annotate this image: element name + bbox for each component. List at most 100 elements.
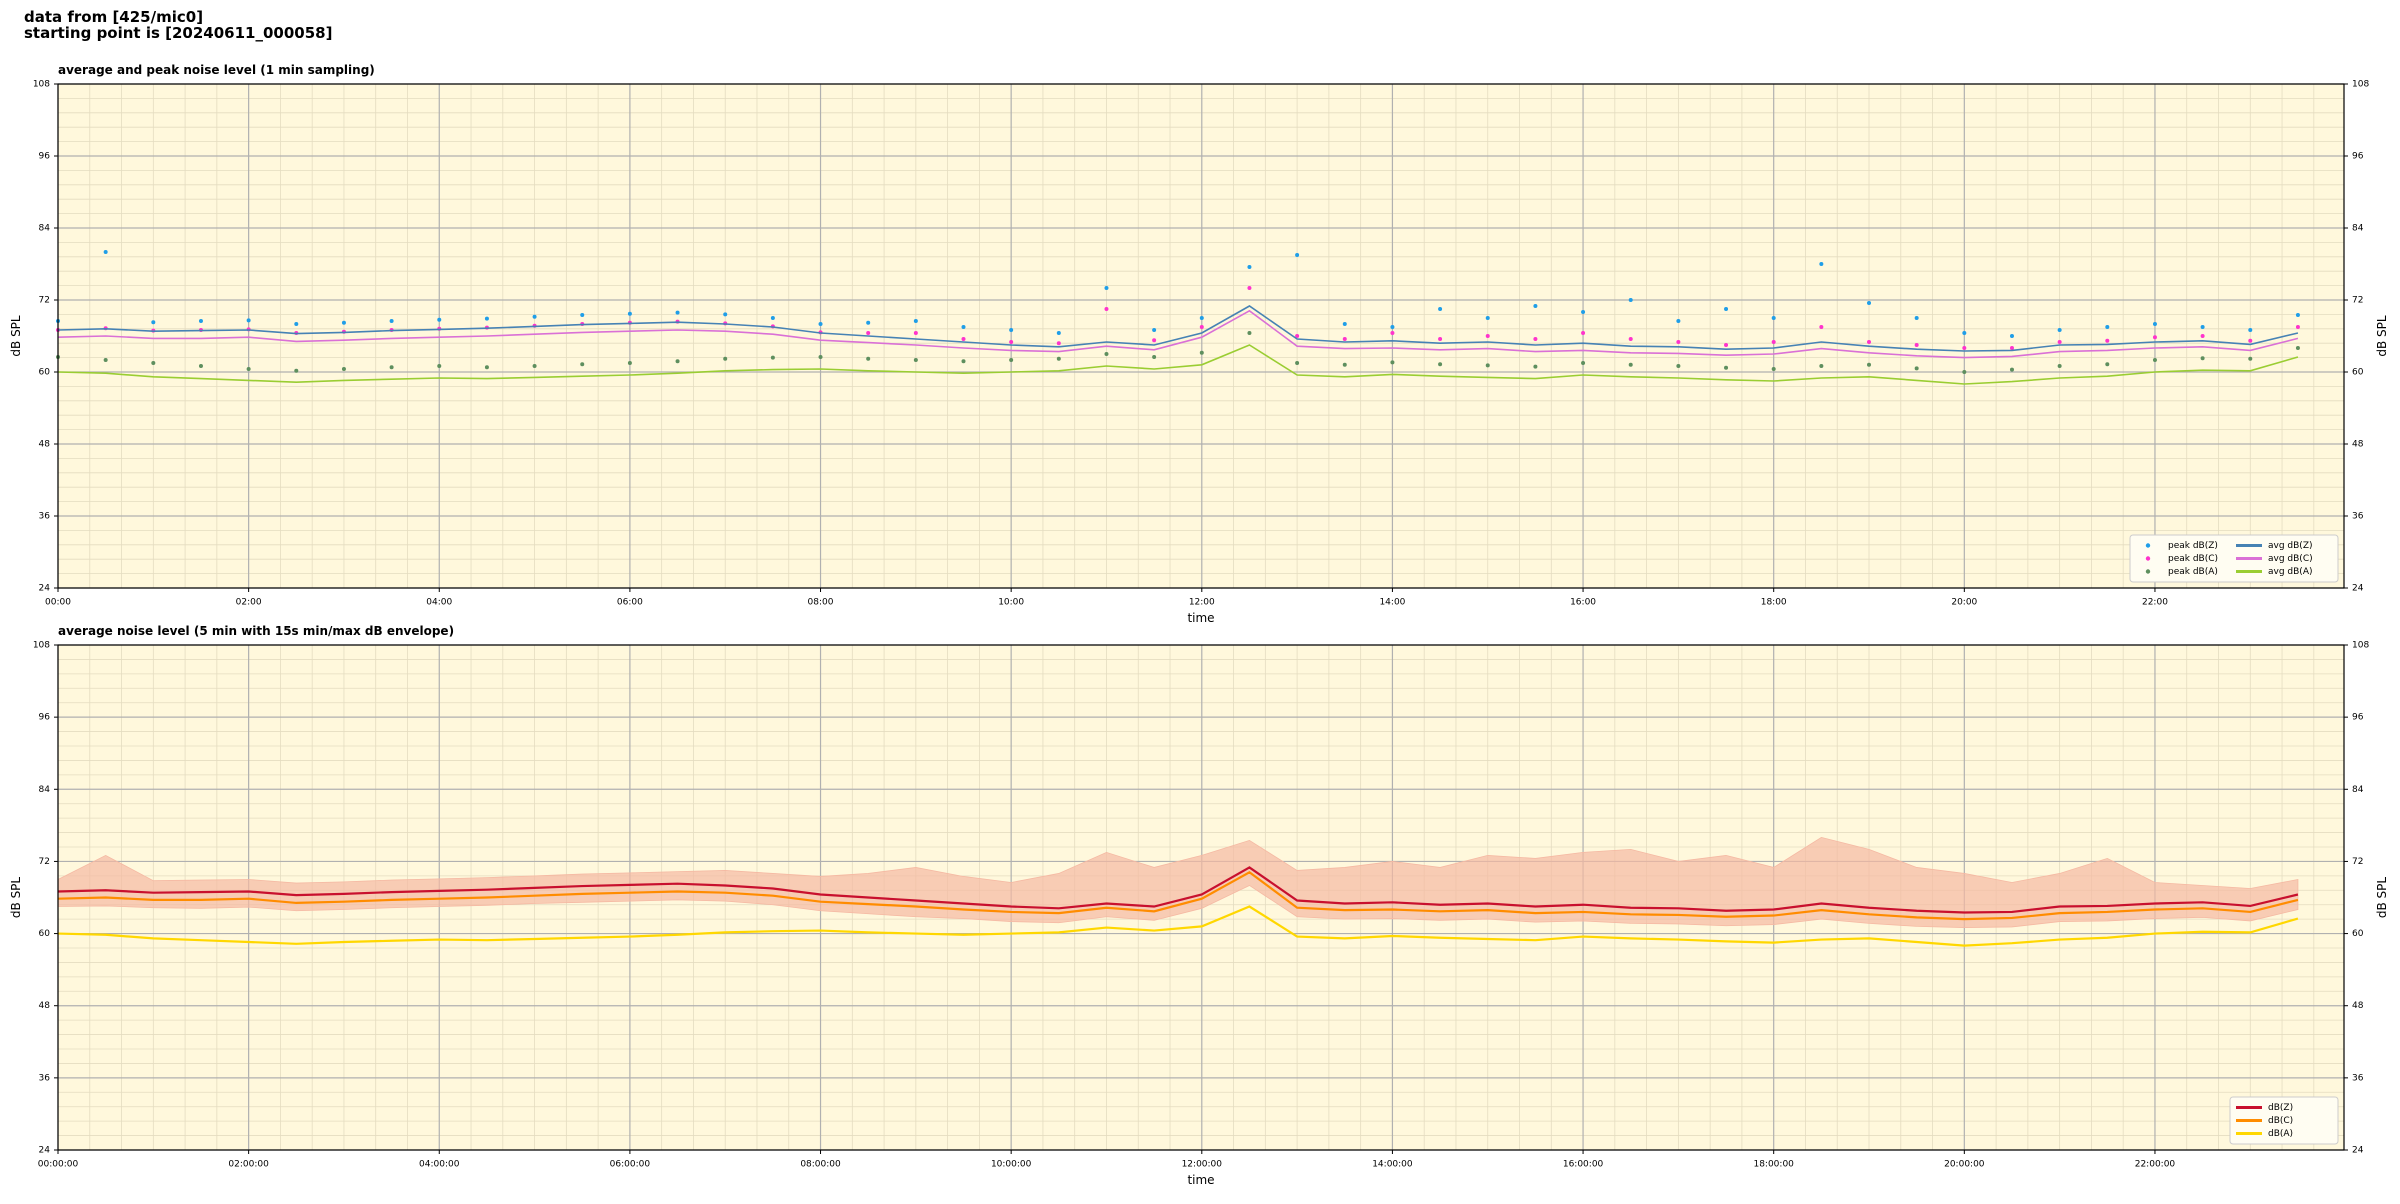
data-point xyxy=(2200,334,2205,338)
data-point xyxy=(1724,343,1729,347)
data-point xyxy=(1581,310,1586,314)
y2-tick-label: 24 xyxy=(2352,584,2364,594)
data-line xyxy=(57,870,2299,921)
legend: peak dB(Z) peak dB(C) peak dB(A) avg dB(Z) a… xyxy=(2129,534,2339,583)
data-point xyxy=(389,319,394,323)
y2-tick-label: 108 xyxy=(2352,641,2369,651)
x-tick-label: 12:00 xyxy=(1189,598,1215,608)
data-point xyxy=(1056,356,1061,361)
data-point xyxy=(1247,286,1252,290)
data-point xyxy=(2105,338,2110,343)
data-point xyxy=(389,365,394,370)
y-tick-label: 72 xyxy=(39,857,50,867)
legend-label: peak dB(C) xyxy=(2168,554,2218,564)
data-point xyxy=(1056,341,1061,346)
data-point xyxy=(1819,262,1824,266)
data-point xyxy=(1295,334,1300,338)
data-point xyxy=(2248,328,2253,332)
plot-frame xyxy=(57,644,2345,1151)
y-tick-label: 24 xyxy=(39,1146,51,1156)
x-tick-label: 10:00 xyxy=(998,598,1024,608)
y2-tick-label: 96 xyxy=(2352,152,2364,162)
legend-marker xyxy=(2145,556,2151,561)
data-point xyxy=(1247,265,1252,269)
data-point xyxy=(2105,362,2110,367)
data-point xyxy=(961,337,966,341)
data-point xyxy=(675,359,680,364)
data-point xyxy=(484,365,489,370)
legend-label: dB(C) xyxy=(2268,1116,2293,1126)
data-point xyxy=(1009,340,1014,344)
data-point xyxy=(866,356,871,361)
legend: dB(Z) dB(C) dB(A) xyxy=(2229,1096,2339,1145)
y-tick-label: 108 xyxy=(33,80,50,90)
y-axis-label: dB SPL xyxy=(9,877,23,919)
data-point xyxy=(1199,325,1204,329)
data-point xyxy=(2200,325,2205,329)
data-point xyxy=(484,316,489,321)
header-line: data from [425/mic0] xyxy=(24,8,203,26)
data-line xyxy=(57,905,2299,947)
x-tick-label: 08:00 xyxy=(808,598,834,608)
data-point xyxy=(1581,361,1586,365)
data-point xyxy=(1533,304,1538,308)
data-point xyxy=(103,250,108,254)
data-point xyxy=(1199,316,1204,320)
x-tick-label: 06:00:00 xyxy=(610,1160,651,1170)
data-point xyxy=(1628,298,1633,302)
data-point xyxy=(580,362,585,367)
x-tick-label: 02:00 xyxy=(236,598,262,608)
y-tick-label: 84 xyxy=(39,224,51,234)
data-point xyxy=(437,364,442,368)
data-point xyxy=(294,322,299,326)
y2-tick-label: 96 xyxy=(2352,713,2364,723)
x-tick-label: 04:00 xyxy=(426,598,452,608)
data-point xyxy=(198,364,203,368)
y-tick-label: 48 xyxy=(39,1001,51,1011)
data-point xyxy=(1914,366,1919,371)
data-point xyxy=(913,358,918,362)
data-point xyxy=(1438,337,1443,341)
data-line xyxy=(57,866,2299,914)
data-point xyxy=(2057,364,2062,368)
data-point xyxy=(1819,364,1824,368)
data-point xyxy=(2200,356,2205,361)
data-point xyxy=(246,367,251,371)
x-tick-label: 16:00:00 xyxy=(1563,1160,1604,1170)
data-point xyxy=(1914,316,1919,320)
data-point xyxy=(1009,328,1014,332)
legend-label: dB(A) xyxy=(2268,1129,2293,1139)
legend-marker xyxy=(2145,543,2151,548)
data-point xyxy=(1962,331,1967,335)
data-point xyxy=(2152,322,2157,326)
envelope-area xyxy=(57,836,2299,928)
data-point xyxy=(627,361,632,365)
data-point xyxy=(246,318,251,323)
data-point xyxy=(1962,370,1967,374)
x-tick-label: 02:00:00 xyxy=(228,1160,269,1170)
data-point xyxy=(1199,350,1204,355)
y2-tick-label: 108 xyxy=(2352,80,2369,90)
y-tick-label: 60 xyxy=(39,368,51,378)
data-point xyxy=(2057,328,2062,332)
data-point xyxy=(1485,363,1490,368)
x-tick-label: 22:00:00 xyxy=(2135,1160,2176,1170)
data-point xyxy=(1724,365,1729,370)
chart-title: average noise level (5 min with 15s min/… xyxy=(58,624,454,638)
data-point xyxy=(2295,325,2300,329)
data-point xyxy=(580,313,585,317)
y-tick-label: 36 xyxy=(39,1073,51,1083)
x-axis-label: time xyxy=(1187,611,1214,625)
legend-label: avg dB(C) xyxy=(2268,554,2313,564)
x-tick-label: 14:00 xyxy=(1379,598,1405,608)
data-point xyxy=(1485,316,1490,320)
y-tick-label: 48 xyxy=(39,440,51,450)
y2-tick-label: 48 xyxy=(2352,1001,2364,1011)
data-point xyxy=(1342,362,1347,367)
data-point xyxy=(723,312,728,317)
x-tick-label: 14:00:00 xyxy=(1372,1160,1413,1170)
x-axis-label: time xyxy=(1187,1173,1214,1187)
data-point xyxy=(1152,355,1157,359)
data-point xyxy=(1104,307,1109,311)
